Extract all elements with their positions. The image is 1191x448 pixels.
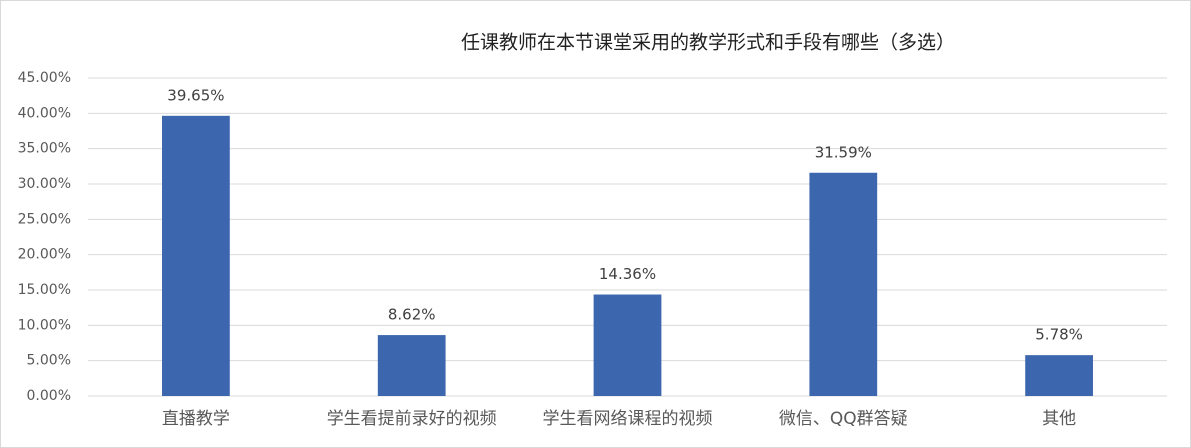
y-tick-label: 35.00% — [18, 141, 71, 157]
data-label: 5.78% — [1035, 326, 1083, 344]
y-tick-label: 20.00% — [18, 247, 71, 263]
x-tick-label: 学生看提前录好的视频 — [327, 409, 497, 429]
y-tick-label: 5.00% — [27, 353, 71, 369]
data-label: 31.59% — [815, 143, 872, 161]
x-tick-label: 微信、QQ群答疑 — [779, 409, 908, 429]
data-label: 14.36% — [599, 265, 656, 283]
x-tick-label: 学生看网络课程的视频 — [543, 409, 713, 429]
y-tick-label: 40.00% — [18, 105, 71, 121]
y-tick-label: 45.00% — [18, 70, 71, 86]
y-tick-label: 0.00% — [27, 388, 71, 404]
bar — [593, 294, 662, 396]
data-label: 39.65% — [167, 86, 224, 104]
bar — [162, 115, 230, 396]
y-tick-label: 10.00% — [18, 317, 71, 333]
x-tick-label: 其他 — [1042, 409, 1076, 429]
y-tick-label: 25.00% — [18, 211, 71, 227]
bar — [1025, 355, 1093, 396]
bar — [809, 172, 878, 396]
data-label: 8.62% — [388, 306, 436, 324]
bar — [377, 335, 446, 396]
chart-title: 任课教师在本节课堂采用的教学形式和手段有哪些（多选） — [461, 32, 955, 54]
y-tick-label: 30.00% — [18, 176, 71, 192]
x-tick-label: 直播教学 — [162, 409, 230, 429]
y-tick-label: 15.00% — [18, 282, 71, 298]
